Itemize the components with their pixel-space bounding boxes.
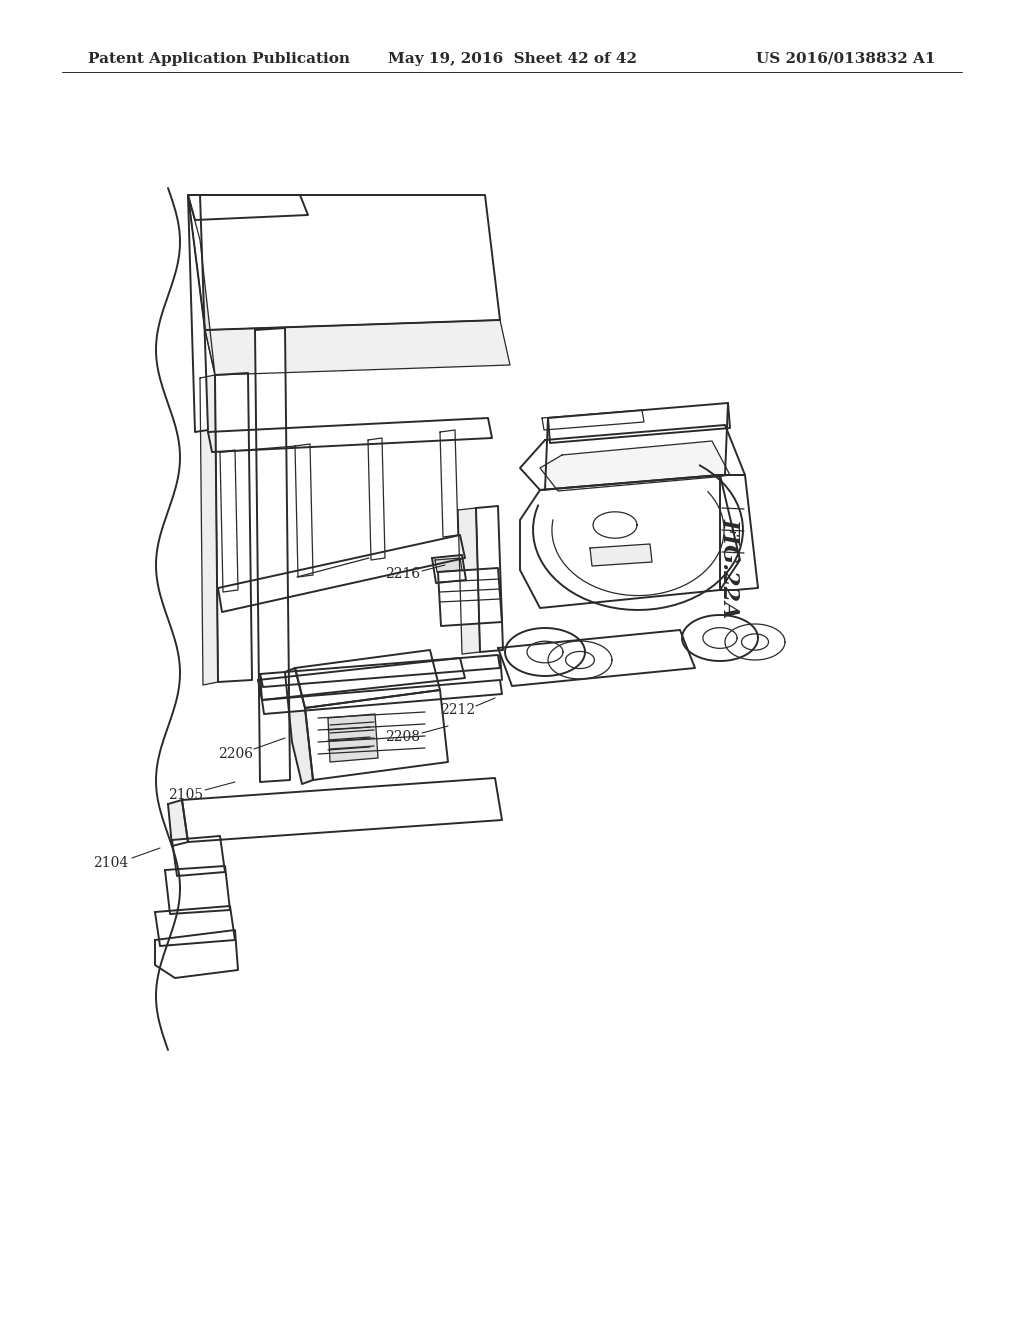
Polygon shape	[188, 195, 308, 220]
Polygon shape	[498, 630, 695, 686]
Polygon shape	[165, 866, 230, 913]
Polygon shape	[720, 475, 758, 590]
Polygon shape	[172, 836, 225, 876]
Polygon shape	[155, 906, 234, 946]
Text: 2216: 2216	[385, 568, 420, 581]
Polygon shape	[182, 777, 502, 842]
Polygon shape	[200, 375, 218, 685]
Polygon shape	[295, 649, 440, 708]
Polygon shape	[520, 425, 745, 490]
Text: Patent Application Publication: Patent Application Publication	[88, 51, 350, 66]
Polygon shape	[168, 800, 188, 846]
Text: 2206: 2206	[218, 747, 253, 762]
Polygon shape	[432, 554, 466, 583]
Polygon shape	[285, 668, 313, 784]
Polygon shape	[155, 931, 238, 978]
Polygon shape	[260, 655, 500, 686]
Polygon shape	[205, 319, 510, 375]
Polygon shape	[188, 195, 500, 330]
Polygon shape	[188, 195, 215, 375]
Polygon shape	[540, 441, 730, 491]
Polygon shape	[458, 508, 480, 653]
Polygon shape	[328, 714, 378, 762]
Polygon shape	[548, 403, 730, 444]
Polygon shape	[305, 690, 449, 780]
Text: 2208: 2208	[385, 730, 420, 744]
Polygon shape	[188, 195, 208, 432]
Polygon shape	[220, 450, 238, 591]
Polygon shape	[258, 657, 465, 700]
Polygon shape	[542, 411, 644, 430]
Text: 2212: 2212	[440, 704, 475, 717]
Text: May 19, 2016  Sheet 42 of 42: May 19, 2016 Sheet 42 of 42	[387, 51, 637, 66]
Polygon shape	[215, 374, 252, 682]
Polygon shape	[295, 444, 313, 577]
Polygon shape	[218, 535, 465, 612]
Polygon shape	[262, 680, 502, 714]
Polygon shape	[368, 438, 385, 560]
Text: US 2016/0138832 A1: US 2016/0138832 A1	[757, 51, 936, 66]
Polygon shape	[476, 506, 503, 652]
Polygon shape	[255, 327, 290, 781]
Polygon shape	[440, 430, 458, 537]
Text: FIG.22A: FIG.22A	[719, 517, 741, 618]
Polygon shape	[435, 558, 462, 572]
Text: 2104: 2104	[93, 855, 128, 870]
Polygon shape	[520, 475, 740, 609]
Polygon shape	[208, 418, 492, 451]
Polygon shape	[590, 544, 652, 566]
Polygon shape	[438, 568, 502, 626]
Text: 2105: 2105	[168, 788, 203, 803]
